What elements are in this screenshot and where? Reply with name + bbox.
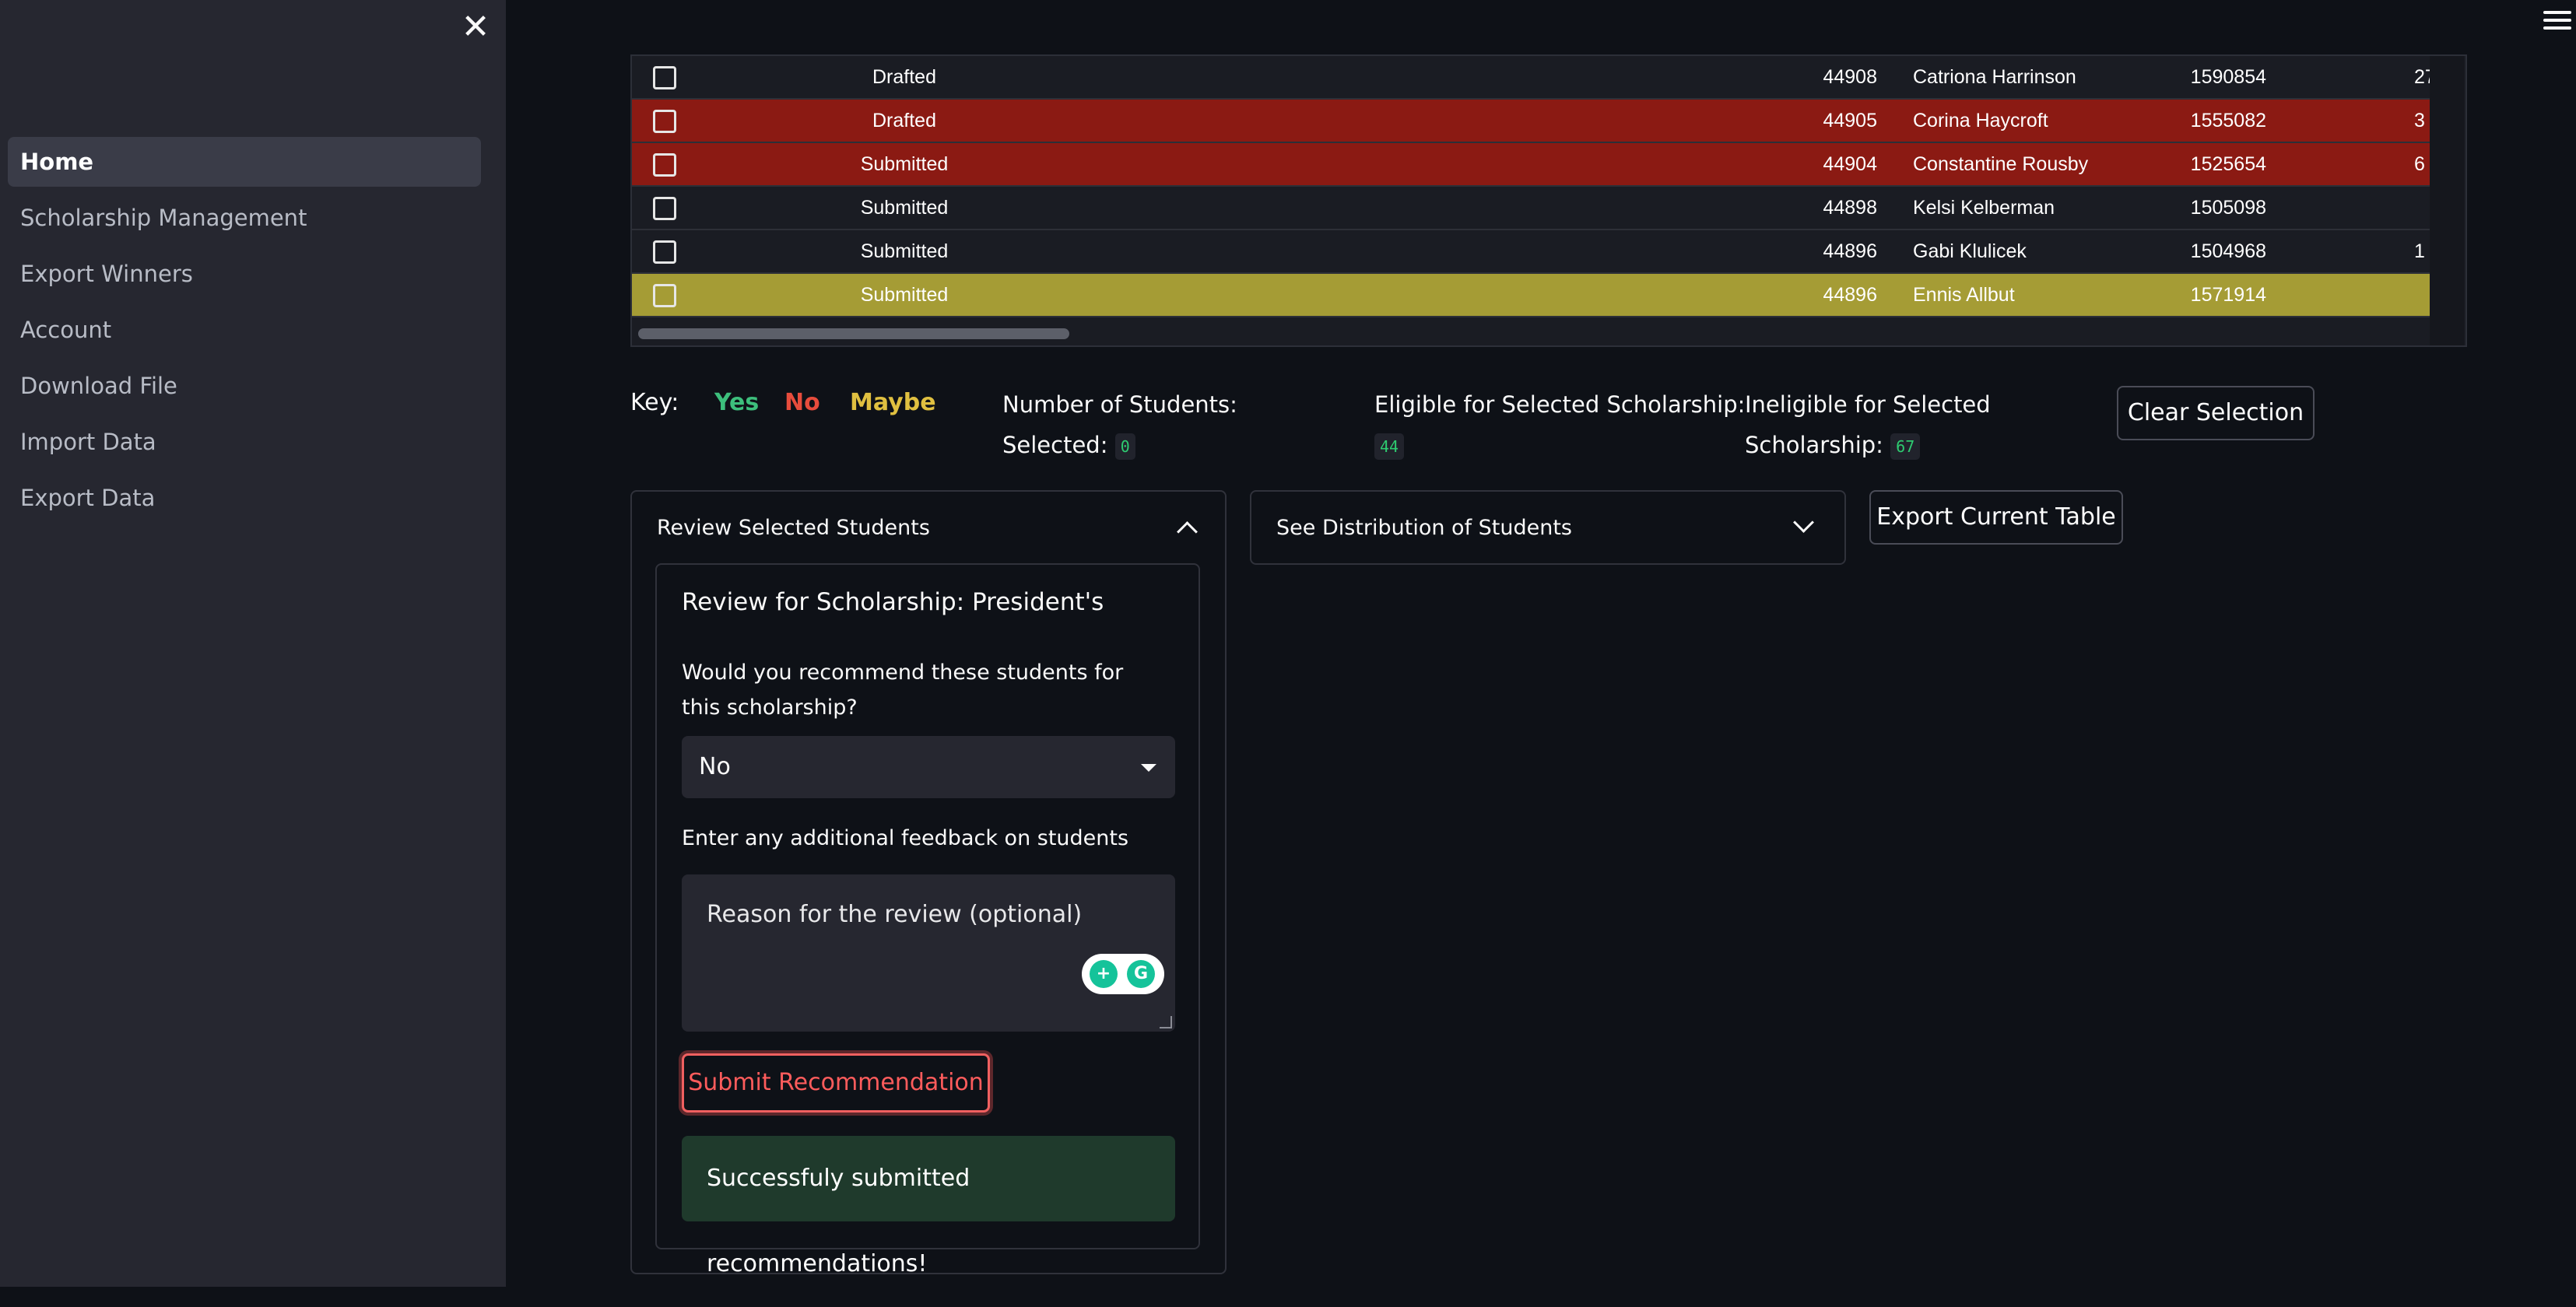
student-number-cell: 1505098 (2190, 197, 2266, 219)
ineligible-count-value: 67 (1890, 433, 1921, 460)
id-cell: 44896 (1823, 284, 1877, 306)
clear-selection-button[interactable]: Clear Selection (2117, 386, 2315, 440)
sidebar-item-export-data[interactable]: Export Data (20, 485, 156, 511)
distribution-expander[interactable]: See Distribution of Students (1250, 490, 1846, 565)
student-number-cell: 1571914 (2190, 284, 2266, 306)
export-current-table-button[interactable]: Export Current Table (1869, 490, 2123, 545)
chevron-up-icon[interactable] (1177, 521, 1198, 542)
table-row: Submitted 44904 Constantine Rousby 15256… (632, 143, 2430, 187)
feedback-label: Enter any additional feedback on student… (682, 826, 1129, 850)
student-number-cell: 1525654 (2190, 153, 2266, 175)
name-cell: Corina Haycroft (1913, 110, 2048, 131)
main-menu-icon[interactable] (2543, 11, 2571, 33)
selected-count-value: 0 (1114, 433, 1135, 460)
clipped-cell: 6 (2414, 153, 2425, 175)
table-row: Submitted 44896 Ennis Allbut 1571914 (632, 274, 2430, 317)
review-form: Review for Scholarship: President's Woul… (655, 563, 1200, 1277)
table-row: Drafted 44908 Catriona Harrinson 1590854… (632, 56, 2436, 100)
sidebar-item-download-file[interactable]: Download File (20, 373, 177, 399)
name-cell: Constantine Rousby (1913, 153, 2089, 175)
row-checkbox[interactable] (653, 153, 676, 177)
selected-label: Number of Students (1002, 391, 1230, 418)
sidebar-item-account[interactable]: Account (20, 317, 112, 343)
submit-recommendation-button[interactable]: Submit Recommendation (682, 1053, 990, 1113)
sidebar-item-import-data[interactable]: Import Data (20, 429, 156, 455)
ineligible-count-stat: Ineligible for Selected Scholarship: 67 (1745, 384, 1991, 465)
key-maybe: Maybe (850, 389, 936, 416)
recommend-select[interactable]: No (682, 736, 1175, 798)
eligible-label: Eligible for Selected Scholarship: (1374, 391, 1746, 418)
chevron-down-icon[interactable] (1793, 512, 1814, 533)
review-expander-header[interactable]: Review Selected Students (657, 516, 930, 540)
id-cell: 44904 (1823, 153, 1877, 175)
student-number-cell: 1504968 (2190, 240, 2266, 262)
id-cell: 44905 (1823, 110, 1877, 131)
distribution-expander-header[interactable]: See Distribution of Students (1276, 516, 1573, 540)
ineligible-label-2: Scholarship: (1745, 432, 1883, 458)
status-cell: Drafted (872, 66, 936, 88)
eligible-count-stat: Eligible for Selected Scholarship: 44 (1374, 384, 1745, 465)
table-row: Submitted 44896 Gabi Klulicek 1504968 1 (632, 230, 2430, 274)
name-cell: Gabi Klulicek (1913, 240, 2027, 262)
resize-handle-icon[interactable] (1160, 1016, 1172, 1028)
key-yes: Yes (714, 389, 760, 416)
table-row: Drafted 44905 Corina Haycroft 1555082 3 (632, 100, 2430, 143)
status-cell: Submitted (860, 197, 949, 219)
student-number-cell: 1555082 (2190, 110, 2266, 131)
row-checkbox[interactable] (653, 66, 676, 89)
key-no: No (784, 389, 820, 416)
students-table: Drafted 44908 Catriona Harrinson 1590854… (630, 54, 2467, 347)
grammarly-widget[interactable]: + G (1082, 954, 1164, 994)
clipped-cell: 1 (2414, 240, 2425, 262)
ineligible-label: Ineligible for Selected (1745, 391, 1991, 418)
row-checkbox[interactable] (653, 197, 676, 220)
selected-count-stat: Number of Students: Selected: 0 (1002, 391, 1237, 460)
id-cell: 44896 (1823, 240, 1877, 262)
key-label: Key: (630, 389, 679, 416)
sidebar-item-home[interactable]: Home (8, 137, 481, 187)
student-number-cell: 1590854 (2190, 66, 2266, 88)
success-alert: Successfuly submitted recommendations! (682, 1136, 1175, 1277)
feedback-textarea[interactable]: Reason for the review (optional) + G (682, 874, 1175, 1032)
row-checkbox[interactable] (653, 110, 676, 133)
caret-down-icon (1141, 764, 1156, 772)
selected-label-2: Selected: (1002, 432, 1108, 458)
name-cell: Catriona Harrinson (1913, 66, 2076, 88)
status-cell: Submitted (860, 284, 949, 306)
review-form-title: Review for Scholarship: President's (682, 588, 1104, 616)
recommend-select-value: No (699, 753, 731, 780)
grammarly-bulb-icon[interactable]: + (1090, 960, 1118, 988)
name-cell: Ennis Allbut (1913, 284, 2015, 306)
id-cell: 44898 (1823, 197, 1877, 219)
horizontal-scrollbar[interactable] (632, 321, 2430, 344)
success-message: Successfuly submitted recommendations! (707, 1165, 970, 1277)
id-cell: 44908 (1823, 66, 1877, 88)
row-checkbox[interactable] (653, 284, 676, 307)
status-cell: Submitted (860, 153, 949, 175)
table-row: Submitted 44898 Kelsi Kelberman 1505098 (632, 187, 2430, 230)
sidebar-nav: Home Scholarship Management Export Winne… (8, 137, 481, 529)
vertical-scrollbar[interactable] (2430, 56, 2464, 345)
name-cell: Kelsi Kelberman (1913, 197, 2055, 219)
status-cell: Drafted (872, 110, 936, 131)
horizontal-scroll-thumb[interactable] (638, 328, 1069, 339)
status-cell: Submitted (860, 240, 949, 262)
grammarly-g-icon[interactable]: G (1127, 960, 1155, 988)
eligible-count-value: 44 (1374, 433, 1405, 460)
recommend-question: Would you recommend these students for t… (682, 661, 1124, 720)
row-checkbox[interactable] (653, 240, 676, 264)
sidebar-item-scholarship-management[interactable]: Scholarship Management (20, 205, 307, 231)
clipped-cell: 3 (2414, 110, 2425, 131)
feedback-placeholder: Reason for the review (optional) (707, 901, 1083, 928)
sidebar-item-export-winners[interactable]: Export Winners (20, 261, 193, 287)
sidebar: ✕ Home Scholarship Management Export Win… (0, 0, 506, 1287)
close-sidebar-icon[interactable]: ✕ (461, 7, 490, 47)
